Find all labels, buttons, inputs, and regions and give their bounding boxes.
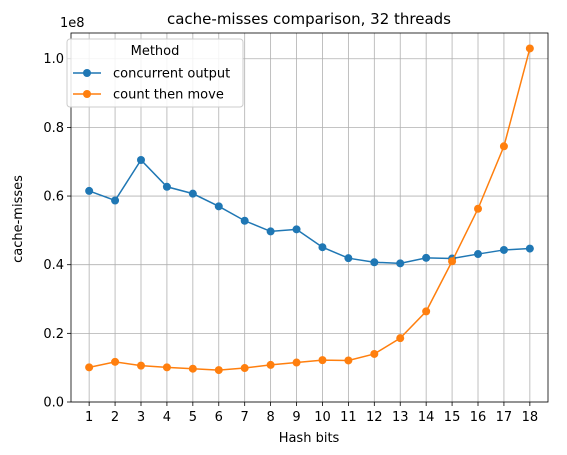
series-point-1 [422,253,431,262]
x-tick-label: 6 [215,410,223,425]
x-tick-label: 10 [314,410,331,425]
series-point-2 [396,334,405,343]
y-tick-label: 1.0 [43,52,64,67]
x-tick-label: 14 [418,410,435,425]
x-tick-label: 13 [392,410,409,425]
series-point-1 [318,243,327,252]
series-point-1 [162,182,171,191]
series-point-1 [370,258,379,267]
series-point-2 [266,360,275,369]
series-line-1 [88,158,530,265]
series-point-2 [111,357,120,366]
x-tick-label: 17 [496,410,513,425]
y-tick-label: 0.8 [43,121,64,136]
y-tick-label: 0.0 [43,396,64,411]
series-point-1 [214,202,223,211]
plot-frame [70,32,549,403]
series-point-1 [85,186,94,195]
y-tick-label: 0.6 [43,190,64,205]
x-tick-label: 11 [340,410,357,425]
x-tick-label: 18 [522,410,539,425]
series-point-2 [344,356,353,365]
series-point-1 [396,259,405,268]
legend-marker-1 [83,69,91,77]
series-line-2 [88,48,531,371]
y-axis-label: cache-misses [11,175,26,263]
series-layer [85,44,534,375]
series-point-1 [111,196,120,205]
x-tick-label: 9 [292,410,300,425]
y-tick-label: 0.4 [43,258,64,273]
y-tick-label: 0.2 [43,327,64,342]
series-point-1 [525,244,534,253]
series-point-1 [499,245,508,254]
series-point-2 [448,257,457,266]
series-point-1 [292,225,301,234]
series-point-1 [188,189,197,198]
legend-box [66,38,244,108]
series-point-2 [85,363,94,372]
series-point-2 [474,204,483,213]
x-tick-label: 7 [241,410,249,425]
series-point-1 [136,156,145,165]
series-point-2 [318,356,327,365]
series-point-1 [474,250,483,259]
series-point-2 [240,364,249,373]
series-point-2 [188,364,197,373]
legend-label-2: count then move [113,88,224,103]
x-tick-label: 1 [85,410,93,425]
x-tick-label: 2 [111,410,119,425]
x-tick-label: 15 [444,410,461,425]
x-tick-label: 16 [470,410,487,425]
x-axis-label: Hash bits [279,431,340,446]
series-point-1 [344,254,353,263]
x-tick-label: 3 [137,410,145,425]
series-point-2 [370,349,379,358]
series-point-2 [162,363,171,372]
series-point-2 [292,358,301,367]
legend-title: Method [131,44,180,59]
x-tick-label: 8 [266,410,274,425]
series-point-2 [499,142,508,151]
series-point-2 [136,361,145,370]
series-point-2 [214,366,223,375]
series-point-1 [266,227,275,236]
series-point-1 [240,216,249,225]
x-tick-label: 12 [366,410,383,425]
series-point-2 [422,307,431,316]
x-tick-label: 4 [163,410,171,425]
legend-label-1: concurrent output [113,67,230,82]
x-tick-label: 5 [189,410,197,425]
y-axis-scale-label: 1e8 [60,16,85,31]
legend-entries: concurrent output count then move [73,67,230,103]
axes: 1 2 3 4 5 6 7 8 9 10 11 12 13 14 15 16 17 180.00.20.40.60… [43,32,549,425]
legend: Method concurrent output count then move [66,38,244,108]
chart-title: cache-misses comparison, 32 threads [167,10,451,28]
legend-marker-2 [83,90,91,98]
series-point-2 [525,44,534,53]
